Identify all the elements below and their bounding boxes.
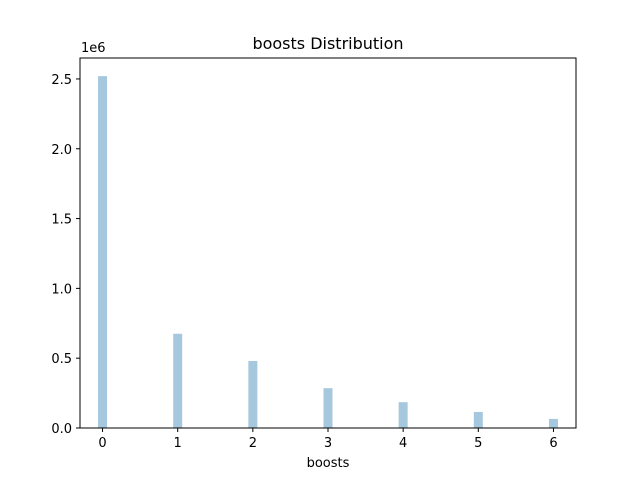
y-axis-multiplier: 1e6 xyxy=(81,41,106,56)
y-tick-label: 2.5 xyxy=(51,73,72,88)
bars xyxy=(98,76,558,428)
y-tick-label: 0.5 xyxy=(51,352,72,367)
bar-6 xyxy=(548,418,558,428)
x-tick-label: 1 xyxy=(174,436,182,451)
bar-5 xyxy=(473,411,483,428)
x-tick-label: 3 xyxy=(324,436,332,451)
x-axis-label: boosts xyxy=(307,456,350,471)
x-tick-label: 5 xyxy=(474,436,482,451)
y-tick-label: 1.5 xyxy=(51,213,72,228)
chart-title: boosts Distribution xyxy=(252,34,403,53)
y-tick-label: 1.0 xyxy=(51,282,72,297)
bar-3 xyxy=(323,388,333,428)
bar-0 xyxy=(98,76,108,428)
x-tick-label: 0 xyxy=(98,436,106,451)
x-tick-label: 2 xyxy=(249,436,257,451)
bar-4 xyxy=(398,402,408,428)
plot-frame xyxy=(79,57,577,429)
bar-2 xyxy=(248,360,258,428)
y-axis-ticks: 0.0 0.5 1.0 1.5 2.0 2.5 xyxy=(51,73,80,437)
x-tick-label: 6 xyxy=(549,436,557,451)
x-tick-label: 4 xyxy=(399,436,407,451)
y-tick-label: 0.0 xyxy=(51,422,72,437)
x-axis-ticks: 0 1 2 3 4 5 6 xyxy=(98,428,558,451)
bar-1 xyxy=(173,333,183,428)
y-tick-label: 2.0 xyxy=(51,143,72,158)
